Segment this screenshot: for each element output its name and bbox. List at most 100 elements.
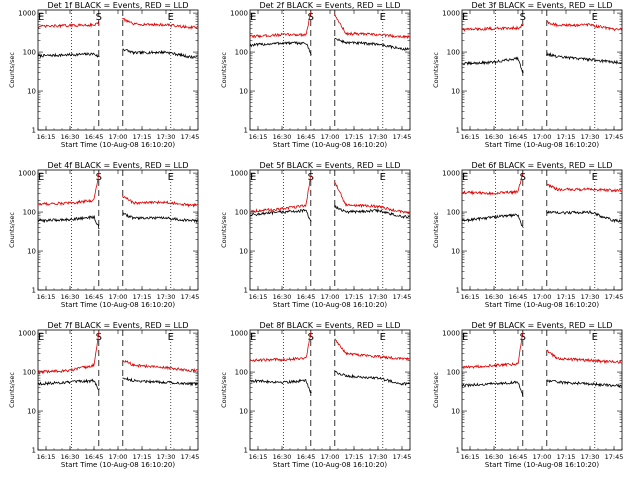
x-axis-label: Start Time (10-Aug-08 16:10:20) bbox=[61, 301, 175, 309]
x-tick-label: 16:45 bbox=[297, 133, 316, 141]
lld-series-line bbox=[37, 172, 100, 207]
x-tick-label: 17:15 bbox=[133, 453, 152, 461]
y-tick-label: 1 bbox=[456, 127, 460, 135]
x-tick-label: 17:15 bbox=[557, 453, 576, 461]
x-tick-label: 16:30 bbox=[61, 453, 80, 461]
lld-series-line bbox=[37, 21, 100, 29]
y-tick-label: 1000 bbox=[18, 170, 36, 178]
x-tick-label: 17:15 bbox=[345, 453, 364, 461]
marker-letter: E bbox=[168, 12, 174, 23]
detector-panel: Det 7f BLACK = Events, RED = LLD Counts/s… bbox=[8, 321, 199, 469]
lld-series-line bbox=[122, 17, 198, 30]
x-tick-label: 17:45 bbox=[605, 133, 624, 141]
y-tick-label: 1 bbox=[32, 127, 36, 135]
y-tick-label: 1000 bbox=[442, 170, 460, 178]
y-tick-label: 10 bbox=[27, 248, 36, 256]
y-tick-label: 1000 bbox=[18, 330, 36, 338]
y-tick-label: 1 bbox=[32, 287, 36, 295]
x-tick-label: 16:45 bbox=[85, 133, 104, 141]
x-tick-label: 17:45 bbox=[181, 453, 200, 461]
y-tick-label: 1 bbox=[244, 447, 248, 455]
lld-series-line bbox=[334, 13, 410, 40]
x-tick-label: 17:45 bbox=[181, 133, 200, 141]
events-series-line bbox=[546, 379, 622, 388]
detector-panel: Det 4f BLACK = Events, RED = LLD Counts/s… bbox=[8, 161, 199, 309]
x-tick-label: 17:00 bbox=[109, 293, 128, 301]
panel-title: Det 9f BLACK = Events, RED = LLD bbox=[471, 321, 612, 330]
events-series-line bbox=[37, 214, 100, 230]
marker-letter: S bbox=[520, 12, 526, 23]
x-tick-label: 16:15 bbox=[37, 133, 56, 141]
x-tick-label: 16:15 bbox=[37, 453, 56, 461]
x-tick-label: 16:15 bbox=[461, 453, 480, 461]
x-tick-label: 17:30 bbox=[369, 133, 388, 141]
y-tick-label: 100 bbox=[447, 49, 460, 57]
events-series-line bbox=[37, 52, 100, 59]
lld-series-line bbox=[334, 338, 410, 361]
x-tick-label: 17:30 bbox=[157, 293, 176, 301]
x-axis-label: Start Time (10-Aug-08 16:10:20) bbox=[61, 461, 175, 469]
x-tick-label: 16:15 bbox=[37, 293, 56, 301]
x-tick-label: 17:00 bbox=[533, 133, 552, 141]
x-tick-label: 17:00 bbox=[321, 453, 340, 461]
marker-letter: E bbox=[592, 12, 598, 23]
x-tick-label: 17:15 bbox=[557, 293, 576, 301]
y-axis-label: Counts/sec bbox=[8, 372, 16, 408]
lld-series-line bbox=[334, 181, 410, 214]
x-tick-label: 17:30 bbox=[581, 133, 600, 141]
marker-letter: E bbox=[38, 332, 44, 343]
y-tick-label: 10 bbox=[239, 248, 248, 256]
x-axis-label: Start Time (10-Aug-08 16:10:20) bbox=[273, 301, 387, 309]
marker-letter: E bbox=[462, 332, 468, 343]
marker-letter: E bbox=[592, 332, 598, 343]
x-tick-label: 16:45 bbox=[509, 293, 528, 301]
x-tick-label: 17:00 bbox=[321, 133, 340, 141]
x-tick-label: 17:30 bbox=[369, 293, 388, 301]
y-axis-label: Counts/sec bbox=[8, 52, 16, 88]
x-tick-label: 17:15 bbox=[345, 293, 364, 301]
marker-letter: E bbox=[168, 172, 174, 183]
events-series-line bbox=[334, 204, 410, 219]
events-series-line bbox=[122, 212, 198, 224]
y-axis-label: Counts/sec bbox=[432, 212, 440, 248]
panel-title: Det 6f BLACK = Events, RED = LLD bbox=[471, 161, 612, 170]
marker-letter: E bbox=[38, 172, 44, 183]
marker-letter: E bbox=[250, 172, 256, 183]
lld-series-line bbox=[249, 331, 312, 363]
panel-title: Det 4f BLACK = Events, RED = LLD bbox=[47, 161, 188, 170]
x-axis-label: Start Time (10-Aug-08 16:10:20) bbox=[485, 141, 599, 149]
x-tick-label: 17:15 bbox=[557, 133, 576, 141]
x-tick-label: 17:30 bbox=[581, 453, 600, 461]
marker-letter: S bbox=[308, 332, 314, 343]
x-tick-label: 16:30 bbox=[485, 133, 504, 141]
x-tick-label: 16:45 bbox=[509, 453, 528, 461]
marker-letter: S bbox=[96, 172, 102, 183]
marker-letter: S bbox=[308, 172, 314, 183]
panel-title: Det 3f BLACK = Events, RED = LLD bbox=[471, 1, 612, 10]
y-axis-label: Counts/sec bbox=[220, 52, 228, 88]
x-tick-label: 16:45 bbox=[85, 293, 104, 301]
x-tick-label: 17:45 bbox=[393, 293, 412, 301]
lld-series-line bbox=[546, 183, 622, 193]
x-tick-label: 16:15 bbox=[461, 133, 480, 141]
x-tick-label: 17:15 bbox=[133, 293, 152, 301]
x-tick-label: 17:00 bbox=[533, 453, 552, 461]
x-tick-label: 17:15 bbox=[345, 133, 364, 141]
x-axis-label: Start Time (10-Aug-08 16:10:20) bbox=[485, 461, 599, 469]
y-tick-label: 10 bbox=[239, 408, 248, 416]
lld-series-line bbox=[461, 332, 524, 370]
y-tick-label: 10 bbox=[451, 408, 460, 416]
marker-letter: E bbox=[250, 332, 256, 343]
x-tick-label: 16:45 bbox=[509, 133, 528, 141]
x-tick-label: 16:30 bbox=[273, 453, 292, 461]
marker-letter: S bbox=[96, 332, 102, 343]
y-axis-label: Counts/sec bbox=[220, 372, 228, 408]
events-series-line bbox=[37, 378, 100, 391]
x-tick-label: 17:45 bbox=[605, 293, 624, 301]
x-tick-label: 16:30 bbox=[273, 293, 292, 301]
events-series-line bbox=[334, 37, 410, 52]
events-series-line bbox=[334, 370, 410, 386]
x-tick-label: 17:15 bbox=[133, 133, 152, 141]
y-tick-label: 100 bbox=[235, 369, 248, 377]
